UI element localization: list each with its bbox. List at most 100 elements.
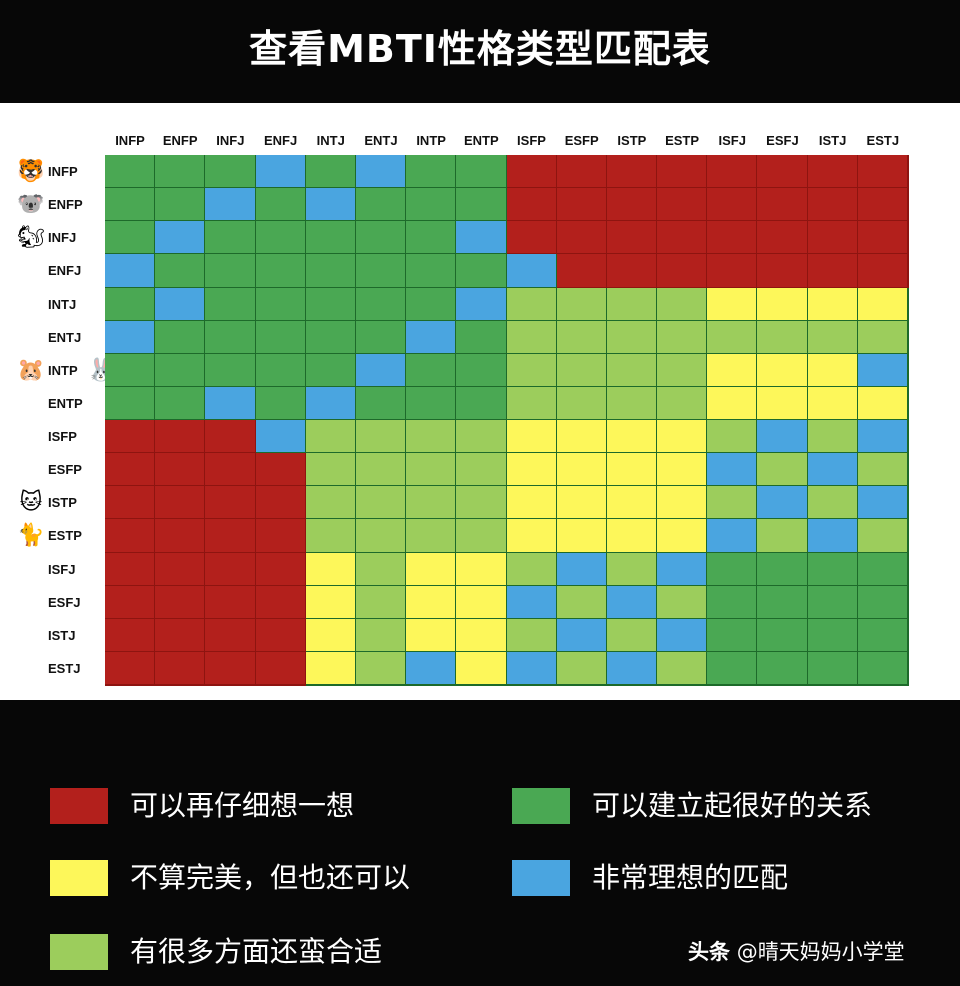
- heatmap-cell: [707, 618, 759, 653]
- heatmap-cell: [105, 585, 157, 620]
- heatmap-cell: [556, 651, 608, 686]
- heatmap-cell: [255, 420, 307, 455]
- heatmap-cell: [155, 353, 207, 388]
- heatmap-cell: [807, 155, 859, 190]
- column-label: INFJ: [216, 133, 245, 148]
- heatmap-cell: [205, 519, 257, 554]
- heatmap-cell: [606, 651, 659, 686]
- row-label: ESTP: [48, 528, 82, 544]
- column-label: ESTP: [665, 133, 700, 148]
- heatmap-cell: [406, 155, 458, 190]
- heatmap-cell: [506, 320, 558, 355]
- heatmap-cell: [707, 155, 759, 190]
- heatmap-cell: [857, 453, 909, 488]
- heatmap-cell: [255, 486, 307, 521]
- heatmap-cell: [757, 585, 809, 620]
- heatmap-cell: [305, 254, 357, 289]
- watermark: 头条 @晴天妈妈小学堂: [688, 936, 905, 966]
- heatmap-cell: [255, 552, 307, 587]
- heatmap-cell: [105, 386, 157, 421]
- heatmap-cell: [757, 386, 809, 421]
- heatmap-cell: [355, 420, 408, 455]
- heatmap-cell: [606, 188, 659, 223]
- heatmap-cell: [707, 519, 759, 554]
- heatmap-cell: [606, 585, 659, 620]
- heatmap-cell: [205, 386, 257, 421]
- heatmap-cell: [857, 386, 909, 421]
- heatmap-cell: [255, 453, 307, 488]
- heatmap-cell: [205, 486, 257, 521]
- heatmap-cell: [606, 519, 659, 554]
- heatmap-cell: [707, 221, 759, 256]
- heatmap-cell: [757, 287, 809, 322]
- heatmap-cell: [606, 254, 659, 289]
- heatmap-cell: [556, 618, 608, 653]
- heatmap-cell: [506, 188, 558, 223]
- row-label: ENFP: [48, 197, 83, 213]
- heatmap-cell: [707, 254, 759, 289]
- heatmap-cell: [255, 287, 307, 322]
- heatmap-cell: [657, 618, 709, 653]
- heatmap-cell: [105, 155, 157, 190]
- heatmap-cell: [857, 519, 909, 554]
- heatmap-cell: [205, 221, 257, 256]
- heatmap-cell: [556, 420, 608, 455]
- legend-swatch: [512, 788, 570, 824]
- heatmap-cell: [657, 420, 709, 455]
- row-label: ISTP: [48, 495, 77, 511]
- heatmap-cell: [506, 155, 558, 190]
- heatmap-cell: [657, 254, 709, 289]
- heatmap-cell: [255, 155, 307, 190]
- heatmap-cell: [205, 155, 257, 190]
- heatmap-cell: [807, 618, 859, 653]
- row-label: INFJ: [48, 230, 77, 246]
- heatmap-cell: [506, 386, 558, 421]
- legend-swatch: [50, 860, 108, 896]
- heatmap-cell: [355, 552, 408, 587]
- heatmap-cell: [506, 453, 558, 488]
- heatmap-cell: [105, 254, 157, 289]
- heatmap-cell: [305, 585, 357, 620]
- heatmap-grid: [105, 155, 909, 686]
- legend-label: 可以建立起很好的关系: [592, 789, 873, 822]
- heatmap-cell: [857, 618, 909, 653]
- heatmap-cell: [506, 287, 558, 322]
- heatmap-cell: [105, 519, 157, 554]
- heatmap-cell: [707, 287, 759, 322]
- heatmap-cell: [205, 618, 257, 653]
- heatmap-cell: [757, 519, 809, 554]
- heatmap-cell: [205, 287, 257, 322]
- heatmap-cell: [606, 353, 659, 388]
- heatmap-cell: [305, 519, 357, 554]
- heatmap-cell: [556, 188, 608, 223]
- heatmap-cell: [657, 320, 709, 355]
- heatmap-cell: [205, 453, 257, 488]
- heatmap-cell: [155, 552, 207, 587]
- heatmap-cell: [506, 221, 558, 256]
- heatmap-cell: [807, 519, 859, 554]
- heatmap-cell: [155, 188, 207, 223]
- heatmap-cell: [305, 486, 357, 521]
- heatmap-cell: [406, 618, 458, 653]
- heatmap-cell: [707, 420, 759, 455]
- heatmap-cell: [305, 386, 357, 421]
- heatmap-cell: [857, 353, 909, 388]
- column-label: INTP: [416, 133, 446, 148]
- heatmap-cell: [506, 651, 558, 686]
- row-label: ESFJ: [48, 594, 81, 610]
- heatmap-cell: [105, 287, 157, 322]
- heatmap-cell: [606, 486, 659, 521]
- heatmap-cell: [406, 486, 458, 521]
- heatmap-cell: [606, 320, 659, 355]
- heatmap-cell: [406, 552, 458, 587]
- heatmap-cell: [807, 486, 859, 521]
- heatmap-cell: [707, 386, 759, 421]
- column-label: ESFJ: [766, 133, 799, 148]
- heatmap-cell: [657, 552, 709, 587]
- chipmunk-icon: 🐿: [17, 225, 45, 251]
- heatmap-cell: [857, 155, 909, 190]
- heatmap-cell: [105, 320, 157, 355]
- column-label: INTJ: [316, 133, 345, 148]
- heatmap-cell: [857, 221, 909, 256]
- heatmap-cell: [707, 453, 759, 488]
